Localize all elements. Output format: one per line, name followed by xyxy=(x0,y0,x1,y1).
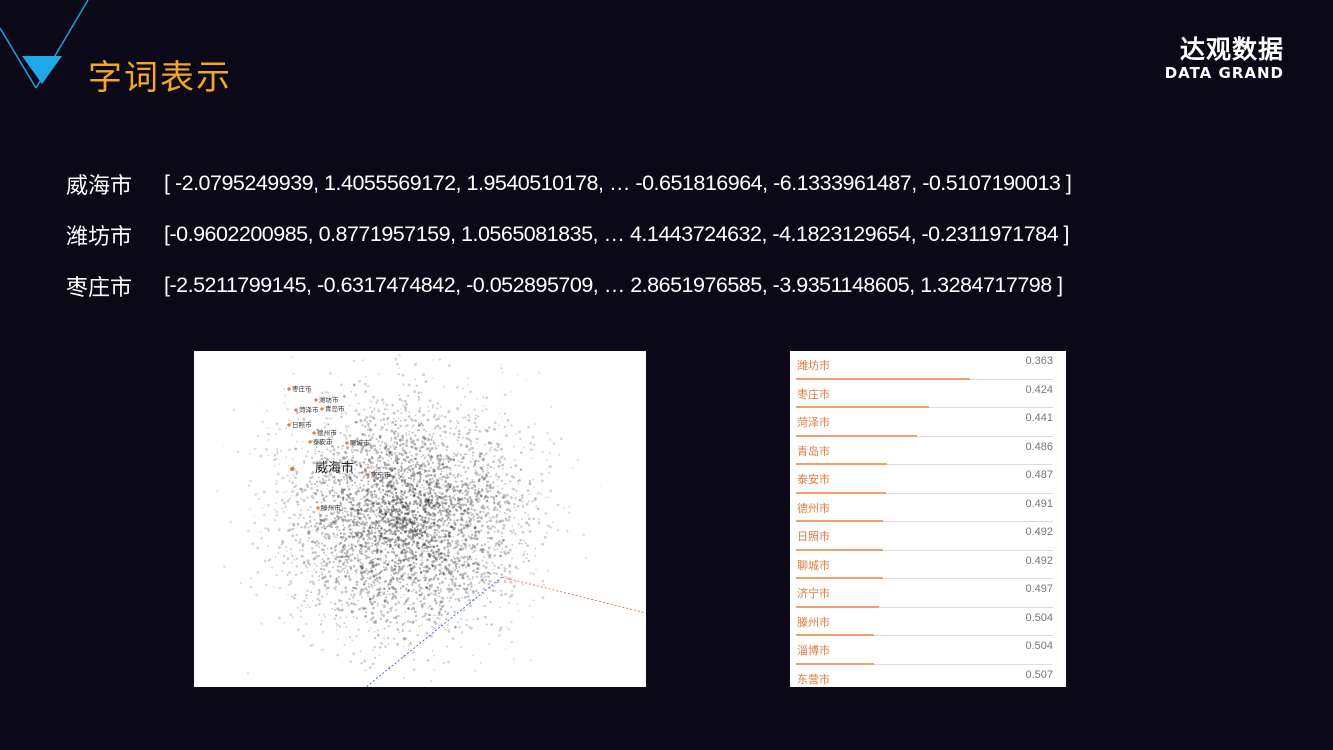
neighbor-point[interactable] xyxy=(345,441,349,445)
neighbor-distance-bar xyxy=(796,548,883,551)
vector-word: 威海市 xyxy=(66,173,133,199)
page-title: 字词表示 xyxy=(88,58,232,98)
neighbor-name: 东营市 xyxy=(797,672,830,686)
neighbor-item[interactable]: 东营市 0.507 xyxy=(796,665,1053,688)
neighbor-point-label: 潍坊市 xyxy=(319,395,339,404)
neighbor-point-label: 滕州市 xyxy=(321,503,341,512)
nearest-neighbors-list: 潍坊市 0.363 枣庄市 0.424 菏泽市 0.441 青岛市 0.486 泰安市 0.487… xyxy=(790,351,1066,687)
neighbor-score: 0.492 xyxy=(1025,526,1053,538)
neighbor-distance-bar xyxy=(796,406,929,408)
neighbor-point[interactable] xyxy=(294,408,298,412)
neighbor-score: 0.424 xyxy=(1025,383,1053,396)
neighbor-score: 0.492 xyxy=(1025,554,1053,567)
word-vectors: 威海市 [ -2.0795249939, 1.4055569172, 1.954… xyxy=(66,158,1072,311)
neighbor-name: 泰安市 xyxy=(797,473,830,486)
neighbor-name: 潍坊市 xyxy=(797,359,830,372)
neighbor-item[interactable]: 聊城市 0.492 xyxy=(796,551,1053,579)
neighbor-score: 0.486 xyxy=(1025,440,1053,453)
neighbor-point[interactable] xyxy=(320,407,324,411)
neighbor-score: 0.504 xyxy=(1025,611,1053,624)
vector-row: 潍坊市 [-0.9602200985, 0.8771957159, 1.0565… xyxy=(66,209,1071,260)
neighbor-score: 0.441 xyxy=(1025,412,1053,424)
neighbor-point-label: 泰安市 xyxy=(313,437,333,446)
neighbor-score: 0.491 xyxy=(1025,497,1053,510)
neighbor-item[interactable]: 枣庄市 0.424 xyxy=(796,380,1053,408)
neighbor-item[interactable]: 滕州市 0.504 xyxy=(796,608,1053,636)
neighbor-name: 枣庄市 xyxy=(797,387,830,401)
focus-point[interactable] xyxy=(290,467,294,471)
neighbor-name: 淄博市 xyxy=(797,644,830,657)
neighbor-distance-bar xyxy=(796,577,883,579)
neighbor-name: 青岛市 xyxy=(797,444,830,458)
neighbor-name: 聊城市 xyxy=(797,558,830,572)
neighbor-point-label: 枣庄市 xyxy=(292,384,312,393)
neighbor-score: 0.507 xyxy=(1025,668,1053,681)
vector-row: 威海市 [ -2.0795249939, 1.4055569172, 1.954… xyxy=(66,158,1072,209)
logo-chinese: 达观数据 xyxy=(1179,35,1284,64)
embedding-projector-view[interactable]: 枣庄市 潍坊市 菏泽市 青岛市日照市 德州市 泰安市 聊城市济宁市滕州市 威海市 xyxy=(194,351,646,687)
neighbor-item[interactable]: 泰安市 0.487 xyxy=(796,465,1053,494)
neighbor-score: 0.497 xyxy=(1025,583,1053,595)
neighbor-point[interactable] xyxy=(308,440,312,444)
neighbor-distance-bar xyxy=(796,605,880,608)
neighbor-score: 0.363 xyxy=(1025,355,1053,367)
vector-word: 枣庄市 xyxy=(66,275,133,301)
neighbor-name: 德州市 xyxy=(797,501,830,515)
neighbor-score: 0.504 xyxy=(1025,640,1053,652)
neighbor-point-label: 菏泽市 xyxy=(299,405,319,414)
neighbor-point[interactable] xyxy=(366,473,370,477)
brand-logo: 达观数据 DATA GRAND xyxy=(1164,35,1284,83)
vector-row: 枣庄市 [-2.5211799145, -0.6317474842, -0.05… xyxy=(66,260,1071,311)
neighbor-item[interactable]: 淄博市 0.504 xyxy=(796,636,1053,665)
neighbor-distance-bar xyxy=(796,662,875,665)
neighbor-point-label: 济宁市 xyxy=(371,470,391,479)
neighbor-item[interactable]: 日照市 0.492 xyxy=(796,522,1053,551)
neighbor-item[interactable]: 济宁市 0.497 xyxy=(796,579,1053,608)
neighbor-name: 菏泽市 xyxy=(797,416,830,429)
vector-values: [-2.5211799145, -0.6317474842, -0.052895… xyxy=(164,273,1063,297)
neighbor-item[interactable]: 菏泽市 0.441 xyxy=(796,408,1053,437)
vector-values: [-0.9602200985, 0.8771957159, 1.05650818… xyxy=(164,222,1070,246)
logo-english: DATA GRAND xyxy=(1164,64,1284,82)
neighbor-item[interactable]: 青岛市 0.486 xyxy=(796,437,1053,465)
neighbor-name: 日照市 xyxy=(797,530,830,543)
neighbor-distance-bar xyxy=(796,377,970,380)
neighbor-name: 济宁市 xyxy=(797,587,830,600)
neighbor-distance-bar xyxy=(796,434,918,437)
neighbor-point-label: 青岛市 xyxy=(325,404,345,413)
neighbor-score: 0.487 xyxy=(1025,469,1053,481)
neighbor-point[interactable] xyxy=(314,398,318,402)
triangle-icon xyxy=(22,56,62,84)
neighbor-point[interactable] xyxy=(312,431,316,435)
neighbor-distance-bar xyxy=(796,491,886,494)
neighbor-name: 滕州市 xyxy=(797,615,830,629)
axis-y-line xyxy=(365,576,503,687)
vector-values: [ -2.0795249939, 1.4055569172, 1.9540510… xyxy=(164,171,1072,195)
neighbor-distance-bar xyxy=(796,463,887,465)
neighbor-point[interactable] xyxy=(316,506,320,510)
neighbor-point[interactable] xyxy=(287,387,291,391)
neighbor-point-label: 聊城市 xyxy=(350,438,370,447)
neighbor-distance-bar xyxy=(796,520,884,522)
focus-label: 威海市 xyxy=(315,460,354,476)
neighbor-item[interactable]: 德州市 0.491 xyxy=(796,494,1053,522)
neighbor-point-label: 日照市 xyxy=(292,420,312,429)
axis-x-line xyxy=(501,576,646,614)
neighbor-item[interactable]: 潍坊市 0.363 xyxy=(796,351,1053,380)
neighbor-distance-bar xyxy=(796,634,875,636)
neighbor-point-label: 德州市 xyxy=(317,428,337,437)
vector-word: 潍坊市 xyxy=(66,224,133,250)
neighbor-point[interactable] xyxy=(287,423,291,427)
corner-decoration xyxy=(0,0,89,89)
